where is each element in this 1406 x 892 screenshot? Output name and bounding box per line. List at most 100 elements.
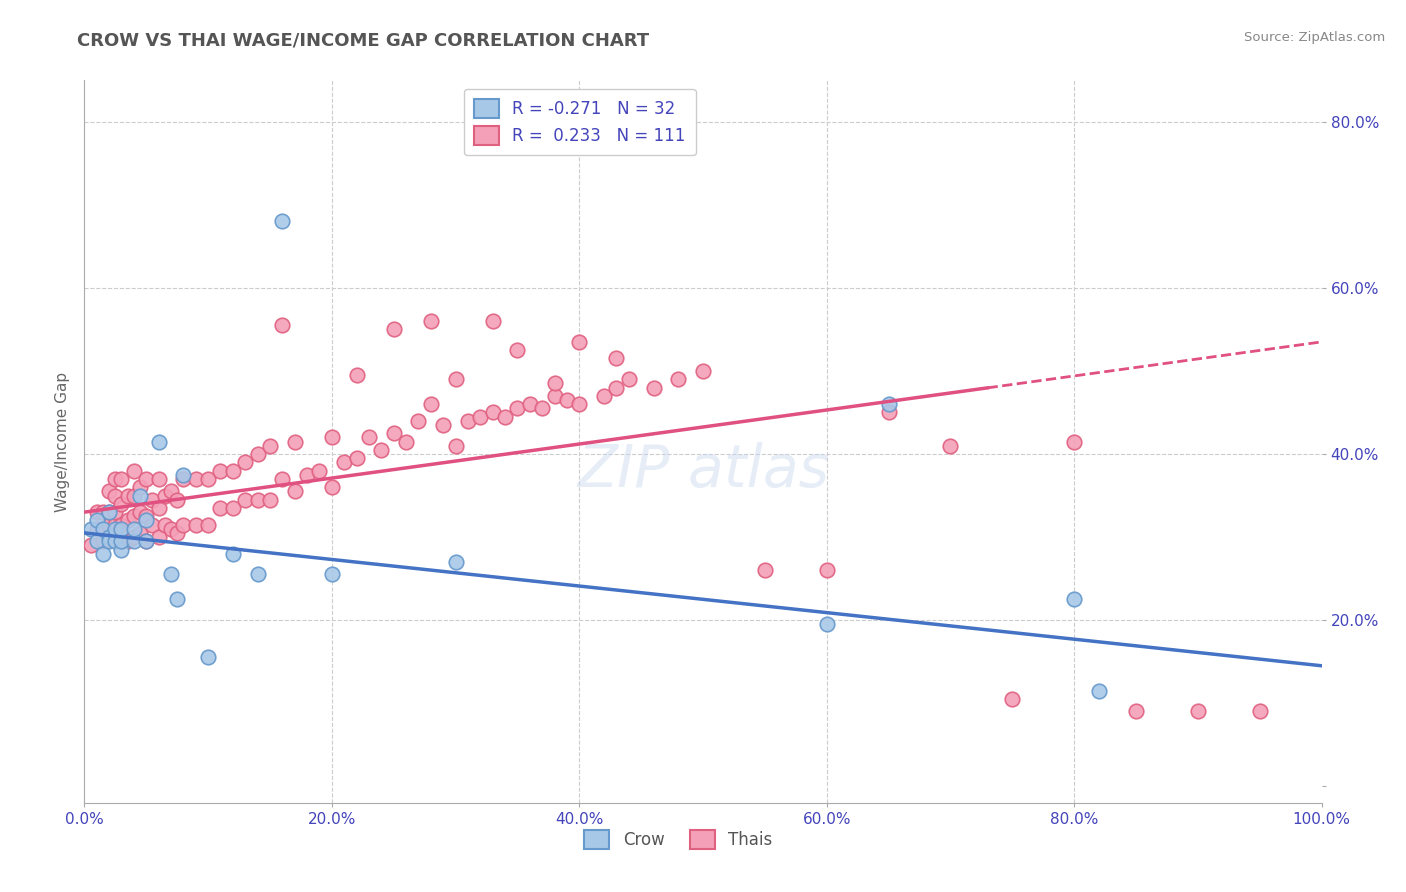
Point: [1125, 705, 1147, 719]
Point: [122, 530, 145, 544]
Point: [543, 376, 565, 391]
Point: [98, 534, 121, 549]
Point: [166, 592, 188, 607]
Point: [419, 397, 441, 411]
Point: [271, 318, 294, 333]
Point: [246, 567, 269, 582]
Point: [79, 522, 101, 536]
Point: [98, 505, 121, 519]
Point: [104, 472, 127, 486]
Point: [104, 505, 127, 519]
Point: [122, 489, 145, 503]
Point: [382, 322, 405, 336]
Point: [470, 409, 492, 424]
Point: [141, 492, 163, 507]
Point: [1249, 705, 1271, 719]
Point: [86, 505, 108, 519]
Legend: Crow, Thais: Crow, Thais: [578, 823, 779, 856]
Point: [295, 467, 318, 482]
Y-axis label: Wage/Income Gap: Wage/Income Gap: [55, 371, 70, 512]
Point: [939, 439, 962, 453]
Point: [110, 497, 132, 511]
Point: [444, 439, 467, 453]
Point: [160, 484, 183, 499]
Point: [233, 492, 256, 507]
Point: [166, 492, 188, 507]
Point: [172, 517, 194, 532]
Point: [346, 451, 368, 466]
Point: [692, 364, 714, 378]
Text: CROW VS THAI WAGE/INCOME GAP CORRELATION CHART: CROW VS THAI WAGE/INCOME GAP CORRELATION…: [77, 31, 650, 49]
Text: ZIP atlas: ZIP atlas: [576, 442, 830, 499]
Point: [506, 343, 529, 358]
Point: [754, 563, 776, 577]
Point: [98, 505, 121, 519]
Point: [222, 547, 245, 561]
Point: [308, 464, 330, 478]
Point: [135, 534, 157, 549]
Point: [543, 389, 565, 403]
Point: [129, 525, 152, 540]
Point: [117, 489, 139, 503]
Point: [153, 489, 176, 503]
Point: [617, 372, 640, 386]
Point: [110, 522, 132, 536]
Point: [519, 397, 541, 411]
Point: [135, 472, 157, 486]
Point: [494, 409, 516, 424]
Point: [271, 214, 294, 228]
Point: [481, 405, 503, 419]
Point: [91, 522, 114, 536]
Point: [98, 530, 121, 544]
Point: [86, 534, 108, 549]
Point: [86, 522, 108, 536]
Point: [209, 464, 232, 478]
Point: [444, 372, 467, 386]
Point: [148, 500, 170, 515]
Point: [135, 509, 157, 524]
Point: [110, 534, 132, 549]
Point: [877, 397, 900, 411]
Point: [79, 538, 101, 552]
Point: [104, 534, 127, 549]
Point: [419, 314, 441, 328]
Point: [122, 522, 145, 536]
Point: [91, 547, 114, 561]
Point: [1088, 683, 1111, 698]
Point: [346, 368, 368, 383]
Point: [259, 492, 281, 507]
Point: [1063, 434, 1085, 449]
Point: [222, 500, 245, 515]
Point: [382, 426, 405, 441]
Point: [104, 489, 127, 503]
Point: [284, 434, 307, 449]
Point: [271, 472, 294, 486]
Point: [197, 517, 219, 532]
Point: [141, 517, 163, 532]
Point: [321, 430, 343, 444]
Point: [284, 484, 307, 499]
Point: [110, 542, 132, 557]
Point: [117, 534, 139, 549]
Point: [129, 505, 152, 519]
Point: [135, 513, 157, 527]
Point: [98, 517, 121, 532]
Point: [877, 405, 900, 419]
Point: [148, 434, 170, 449]
Point: [370, 442, 392, 457]
Point: [506, 401, 529, 416]
Point: [357, 430, 380, 444]
Point: [321, 480, 343, 494]
Point: [605, 351, 627, 366]
Point: [91, 522, 114, 536]
Point: [104, 534, 127, 549]
Point: [259, 439, 281, 453]
Point: [197, 650, 219, 665]
Point: [110, 472, 132, 486]
Point: [246, 447, 269, 461]
Point: [104, 522, 127, 536]
Point: [209, 500, 232, 515]
Point: [160, 567, 183, 582]
Point: [104, 517, 127, 532]
Point: [395, 434, 418, 449]
